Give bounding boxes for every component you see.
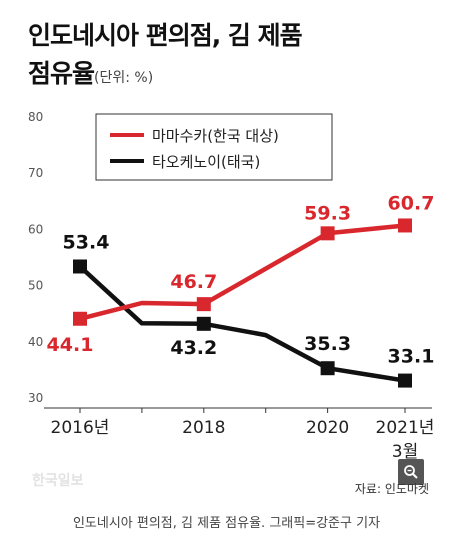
legend-box bbox=[95, 113, 333, 181]
data-labels: 53.4 43.2 35.3 33.1 44.1 46.7 59.3 60.7 bbox=[47, 192, 435, 367]
y-tick-label: 50 bbox=[28, 279, 43, 293]
data-label: 35.3 bbox=[304, 333, 351, 355]
data-point bbox=[320, 361, 335, 376]
y-tick-label: 70 bbox=[28, 166, 43, 180]
series-lines bbox=[78, 223, 406, 383]
chart-subtitle: 점유율(단위: %) bbox=[28, 58, 153, 94]
x-tick-label: 2021년 3월 bbox=[376, 418, 435, 462]
data-point bbox=[73, 311, 87, 326]
data-point bbox=[398, 218, 412, 233]
y-axis: 80 70 60 50 40 30 bbox=[28, 110, 43, 405]
watermark-logo: 한국일보 bbox=[32, 473, 84, 489]
y-tick-label: 80 bbox=[28, 110, 43, 124]
chart-title: 인도네시아 편의점, 김 제품 bbox=[28, 21, 303, 50]
x-tick-label: 2020 bbox=[306, 418, 349, 438]
data-label: 46.7 bbox=[170, 271, 217, 293]
data-point bbox=[320, 226, 335, 241]
figure-caption: 인도네시아 편의점, 김 제품 점유율. 그래픽=강준구 기자 bbox=[72, 516, 381, 531]
source-note: 자료: 인도마켓 bbox=[354, 482, 429, 496]
data-label: 59.3 bbox=[304, 202, 351, 224]
data-point bbox=[73, 259, 87, 274]
legend-label: 타오케노이(태국) bbox=[152, 153, 260, 171]
series-line-taokaenoi bbox=[78, 264, 406, 383]
legend: 마마수카(한국 대상) 타오케노이(태국) bbox=[95, 113, 333, 181]
series-points bbox=[73, 218, 412, 388]
chart-title-line2: 점유율 bbox=[28, 59, 95, 88]
data-label: 60.7 bbox=[388, 192, 435, 214]
data-point bbox=[196, 297, 211, 312]
y-tick-label: 40 bbox=[28, 335, 43, 349]
y-tick-label: 60 bbox=[28, 222, 43, 236]
y-tick-label: 30 bbox=[28, 391, 43, 405]
data-point bbox=[196, 316, 211, 331]
data-label: 33.1 bbox=[388, 346, 435, 368]
data-label: 43.2 bbox=[170, 337, 217, 359]
magnifier-icon bbox=[404, 465, 418, 479]
unit-label: (단위: %) bbox=[94, 70, 154, 86]
data-label: 53.4 bbox=[63, 231, 110, 253]
x-axis: 2016년 2018 2020 2021년 3월 bbox=[44, 407, 435, 462]
series-line-mamasuka bbox=[79, 223, 406, 321]
legend-label: 마마수카(한국 대상) bbox=[152, 127, 279, 145]
zoom-in-icon[interactable] bbox=[398, 459, 424, 485]
data-label: 44.1 bbox=[47, 334, 94, 356]
data-point bbox=[398, 373, 412, 388]
x-tick-label: 2016년 bbox=[51, 418, 110, 438]
x-tick-label: 2018 bbox=[182, 418, 225, 438]
